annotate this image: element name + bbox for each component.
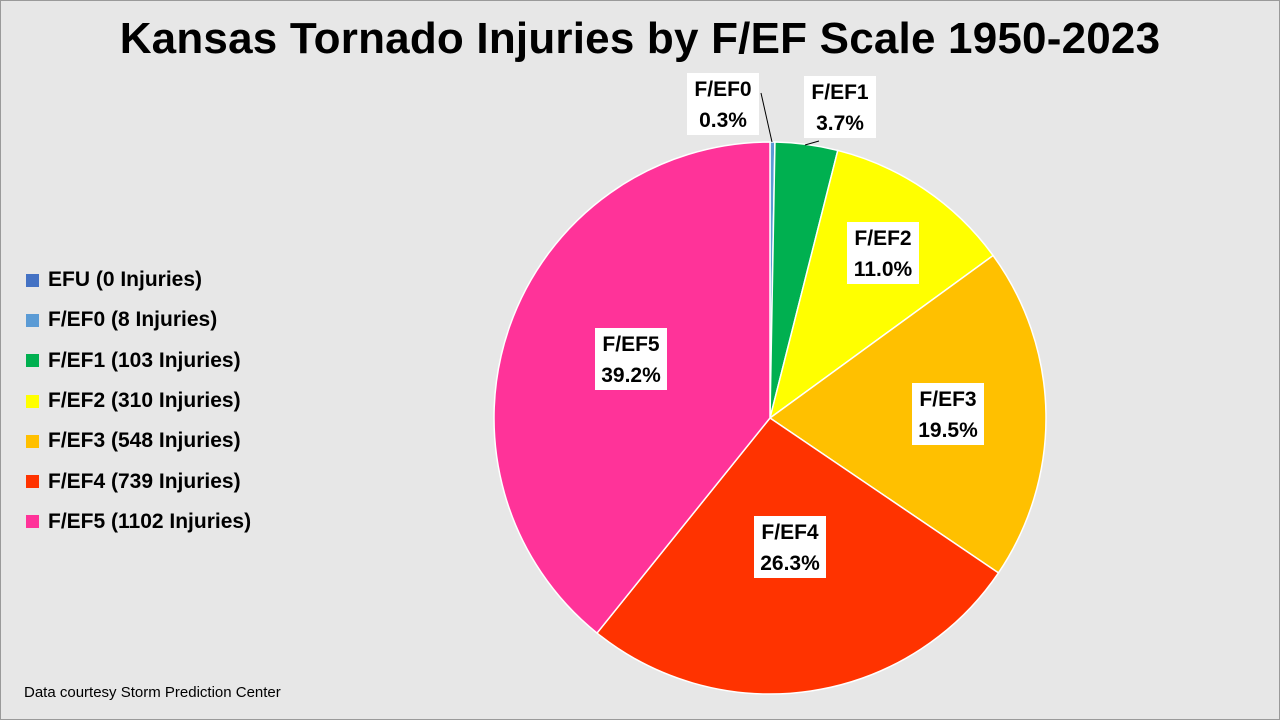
- legend-label: EFU (0 Injuries): [48, 268, 203, 292]
- legend-swatch: [26, 515, 39, 529]
- legend-item-efu: EFU (0 Injuries): [26, 260, 251, 300]
- data-label-category: F/EF0: [694, 78, 751, 101]
- legend: EFU (0 Injuries) F/EF0 (8 Injuries) F/EF…: [26, 260, 251, 542]
- legend-label: F/EF4 (739 Injuries): [48, 469, 241, 493]
- legend-item-ef3: F/EF3 (548 Injuries): [26, 421, 251, 461]
- legend-item-ef1: F/EF1 (103 Injuries): [26, 341, 251, 381]
- data-label-percent: 26.3%: [760, 552, 820, 575]
- data-label-percent: 3.7%: [816, 112, 864, 135]
- data-label-box: [804, 76, 876, 138]
- legend-swatch: [26, 475, 39, 489]
- legend-label: F/EF3 (548 Injuries): [48, 429, 241, 453]
- data-label-category: F/EF3: [919, 388, 976, 411]
- data-label-percent: 19.5%: [918, 419, 978, 442]
- legend-swatch: [26, 354, 39, 368]
- legend-item-ef4: F/EF4 (739 Injuries): [26, 461, 251, 501]
- data-label-percent: 0.3%: [699, 109, 747, 132]
- data-label-category: F/EF4: [761, 521, 818, 544]
- leader-line: [760, 92, 773, 143]
- legend-label: F/EF5 (1102 Injuries): [48, 509, 252, 533]
- pie-slice-f-ef3: [768, 254, 1047, 574]
- legend-label: F/EF2 (310 Injuries): [48, 389, 241, 413]
- legend-swatch: [26, 313, 39, 327]
- data-label-percent: 39.2%: [601, 364, 661, 387]
- data-label-category: F/EF5: [602, 333, 659, 356]
- data-label-box: [595, 328, 667, 390]
- legend-label: F/EF1 (103 Injuries): [48, 348, 241, 372]
- legend-swatch: [26, 434, 39, 448]
- chart-title: Kansas Tornado Injuries by F/EF Scale 19…: [119, 14, 1161, 63]
- source-footnote: Data courtesy Storm Prediction Center: [24, 684, 281, 701]
- data-label-box: [847, 222, 919, 284]
- legend-swatch: [26, 273, 39, 287]
- data-label-category: F/EF1: [811, 81, 868, 104]
- pie-slice-f-ef2: [768, 149, 995, 420]
- legend-label: F/EF0 (8 Injuries): [48, 308, 218, 332]
- legend-swatch: [26, 394, 39, 408]
- data-label-box: [687, 73, 759, 135]
- legend-item-ef2: F/EF2 (310 Injuries): [26, 381, 251, 421]
- data-label-box: [912, 383, 984, 445]
- data-label-category: F/EF2: [854, 227, 911, 250]
- legend-item-ef5: F/EF5 (1102 Injuries): [26, 502, 251, 542]
- data-label-box: [754, 516, 826, 578]
- data-label-percent: 11.0%: [854, 258, 913, 281]
- leader-line: [804, 140, 820, 146]
- legend-item-ef0: F/EF0 (8 Injuries): [26, 300, 251, 340]
